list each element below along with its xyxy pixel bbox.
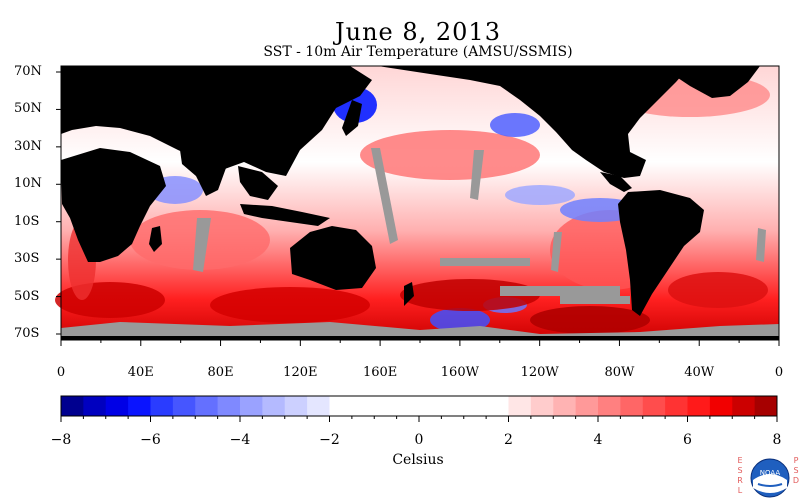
lon-label: 160W	[440, 365, 479, 380]
colorbar-bin	[575, 396, 599, 416]
colorbar-tick-label: 2	[504, 432, 513, 448]
land-central-america	[600, 172, 632, 192]
colorbar-bin	[620, 396, 644, 416]
colorbar-tick-label: 8	[772, 432, 782, 448]
colorbar-bin	[195, 396, 219, 416]
map-subtitle: SST - 10m Air Temperature (AMSU/SSMIS)	[263, 44, 573, 60]
colorbar-bin	[709, 396, 733, 416]
colorbar-bin	[553, 396, 577, 416]
colorbar-tick-label: −8	[50, 432, 72, 448]
colorbar-tick-label: −4	[229, 432, 251, 448]
colorbar-bin	[351, 396, 375, 416]
colorbar-bin	[172, 396, 196, 416]
colorbar-tick-label: 6	[683, 432, 692, 448]
lat-label: 10N	[14, 176, 42, 192]
colorbar-bin	[240, 396, 263, 416]
lat-label: 50N	[14, 101, 42, 117]
land-eurasia	[61, 66, 372, 176]
colorbar-bin	[150, 396, 174, 416]
lat-label: 50S	[14, 288, 40, 304]
colorbar-bin	[128, 396, 151, 416]
lat-label: 30S	[14, 251, 40, 267]
colorbar-bin	[374, 396, 398, 416]
lon-label: 160E	[362, 365, 398, 380]
land-australia	[290, 226, 376, 290]
colorbar-tick-label: 0	[414, 432, 424, 448]
colorbar-bin	[486, 396, 509, 416]
colorbar-bin	[284, 396, 308, 416]
colorbar-bin	[262, 396, 286, 416]
land-se-asia	[238, 166, 278, 200]
colorbar-units: Celsius	[392, 452, 444, 468]
colorbar-tick-label: −6	[140, 432, 161, 448]
lon-label: 120W	[520, 365, 559, 380]
colorbar	[60, 395, 778, 422]
colorbar-bin	[83, 396, 107, 416]
lon-label: 40W	[684, 365, 715, 380]
lat-label: 70S	[14, 326, 40, 341]
noaa-badge-icon: NOAA	[750, 458, 790, 498]
colorbar-bin	[598, 396, 621, 416]
lat-ticks	[56, 71, 61, 335]
colorbar-bin	[419, 396, 442, 416]
colorbar-bin	[732, 396, 756, 416]
lon-label: 0	[774, 365, 784, 380]
colorbar-bin	[530, 396, 554, 416]
colorbar-bin	[217, 396, 241, 416]
colorbar-bin	[687, 396, 711, 416]
lon-ticks	[60, 340, 780, 346]
missing-data	[61, 66, 779, 340]
lat-label: 10S	[14, 213, 40, 229]
lon-label: 80W	[604, 365, 635, 380]
lon-label: 120E	[283, 365, 318, 380]
land-africa	[61, 148, 166, 262]
lon-label: 40E	[127, 365, 154, 380]
colorbar-bin	[642, 396, 666, 416]
svg-text:NOAA: NOAA	[760, 469, 781, 477]
colorbar-bin	[754, 396, 778, 416]
lat-label: 70N	[14, 64, 42, 79]
colorbar-bin	[463, 396, 487, 416]
land-antarctica	[61, 336, 779, 340]
colorbar-bin	[441, 396, 465, 416]
map-title: June 8, 2013	[335, 18, 501, 46]
land-north-america	[378, 66, 690, 178]
lon-label: 0	[56, 365, 66, 380]
lat-label: 30N	[14, 138, 42, 154]
colorbar-bin	[665, 396, 688, 416]
land-madagascar	[149, 226, 162, 252]
land-masses	[61, 66, 779, 340]
land-japan	[342, 100, 362, 136]
land-greenland	[660, 66, 760, 98]
lon-label: 80E	[207, 365, 234, 380]
land-south-america	[618, 190, 704, 316]
colorbar-bin	[105, 396, 129, 416]
colorbar-bin	[61, 396, 84, 416]
colorbar-bin	[307, 396, 330, 416]
colorbar-tick-label: 4	[593, 432, 603, 448]
colorbar-bin	[396, 396, 420, 416]
land-new-zealand	[404, 282, 414, 306]
colorbar-tick-label: −2	[319, 432, 340, 448]
land-indonesia	[240, 204, 330, 226]
colorbar-bin	[329, 396, 353, 416]
colorbar-bin	[508, 396, 532, 416]
land-india	[180, 150, 226, 196]
